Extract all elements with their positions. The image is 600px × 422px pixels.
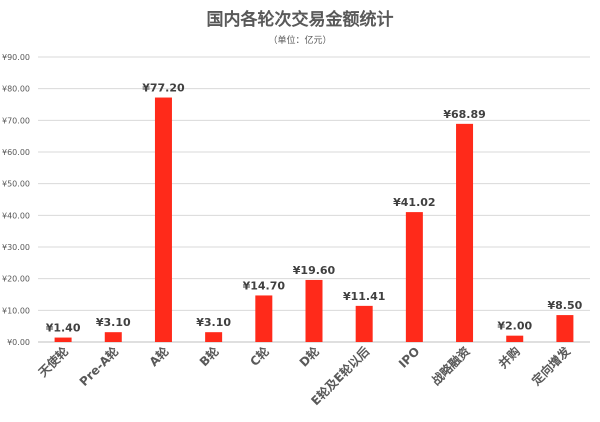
y-axis-ticks: ¥0.00 ¥10.00 ¥20.00 ¥30.00 ¥40.00 ¥50.00 ¥60.0… (2, 53, 30, 347)
y-tick-label: ¥10.00 (2, 306, 30, 315)
x-tick-label: 定向增发 (528, 343, 573, 388)
x-tick-label: 天使轮 (35, 343, 72, 380)
data-label: ¥1.40 (46, 322, 81, 335)
x-tick-label: IPO (396, 344, 422, 370)
data-label: ¥14.70 (243, 279, 286, 292)
data-label: ¥19.60 (293, 264, 336, 277)
gridlines (38, 56, 590, 343)
data-label: ¥8.50 (548, 299, 583, 312)
x-tick-label: C轮 (247, 343, 273, 369)
bar (405, 212, 423, 342)
bar (54, 337, 72, 342)
y-tick-label: ¥90.00 (2, 53, 30, 62)
bar (456, 123, 474, 343)
data-label: ¥41.02 (393, 196, 435, 209)
bar (305, 279, 323, 342)
data-label: ¥2.00 (497, 320, 532, 333)
y-tick-label: ¥30.00 (2, 243, 30, 252)
bar (205, 332, 223, 342)
x-tick-label: 并购 (495, 344, 523, 372)
bar (355, 305, 373, 342)
bar (154, 97, 172, 343)
bar (556, 315, 574, 342)
bar (506, 335, 524, 342)
data-label: ¥11.41 (343, 290, 385, 303)
y-tick-label: ¥70.00 (2, 116, 30, 125)
data-label: ¥3.10 (196, 316, 231, 329)
bar (255, 295, 273, 342)
x-tick-label: B轮 (196, 343, 222, 369)
x-tick-label: Pre-A轮 (76, 343, 122, 389)
y-tick-label: ¥0.00 (7, 338, 30, 347)
x-tick-label: 战略融资 (428, 344, 473, 389)
bars (54, 97, 574, 343)
y-tick-label: ¥40.00 (2, 211, 30, 220)
bar (104, 332, 122, 342)
data-label: ¥3.10 (96, 316, 131, 329)
y-tick-label: ¥50.00 (2, 180, 30, 189)
y-tick-label: ¥80.00 (2, 85, 30, 94)
data-label: ¥68.89 (443, 108, 485, 121)
x-tick-label: D轮 (296, 343, 323, 370)
data-labels: ¥1.40 ¥3.10 ¥77.20 ¥3.10 ¥14.70 ¥19.60 ¥11.41 ¥… (46, 82, 583, 335)
y-tick-label: ¥20.00 (2, 275, 30, 284)
data-label: ¥77.20 (142, 82, 185, 95)
y-tick-label: ¥60.00 (2, 148, 30, 157)
x-tick-label: A轮 (146, 343, 172, 369)
chart-subtitle: （单位：亿元） (268, 34, 331, 46)
chart-title: 国内各轮次交易金额统计 (207, 9, 394, 30)
